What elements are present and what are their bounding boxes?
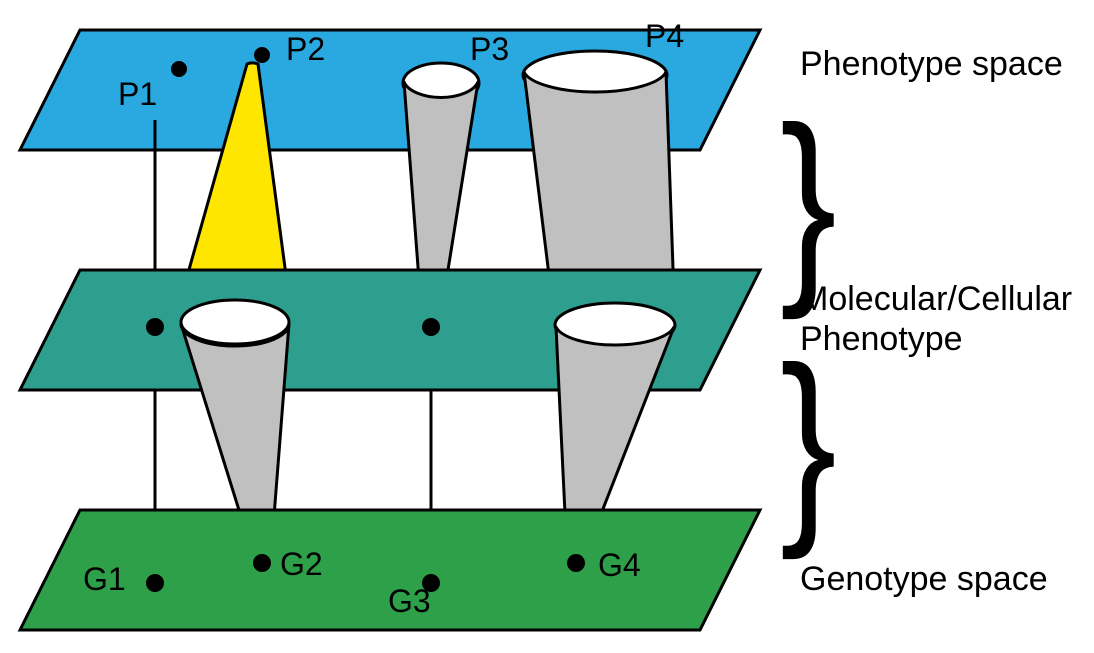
g4-label: G4: [598, 547, 641, 583]
p4-label: P4: [645, 18, 684, 54]
g4-point: [567, 554, 585, 572]
middle-point-1: [146, 318, 164, 336]
p2-point: [254, 47, 270, 63]
molecular-phenotype-label-2: Phenotype: [800, 320, 963, 358]
brace-bottom: }: [780, 323, 837, 560]
p1-point: [171, 61, 187, 77]
g1-point: [146, 574, 164, 592]
p1-label: P1: [118, 76, 157, 112]
middle-ellipse-1: [181, 300, 289, 344]
p2-label: P2: [286, 31, 325, 67]
g2-point: [253, 554, 271, 572]
middle-point-2: [422, 318, 440, 336]
g3-label: G3: [388, 583, 431, 619]
molecular-phenotype-label-1: Molecular/Cellular: [800, 280, 1072, 318]
genotype-space-label: Genotype space: [800, 560, 1048, 598]
g1-label: G1: [83, 561, 126, 597]
phenotype-space-label: Phenotype space: [800, 45, 1063, 83]
p3-label: P3: [470, 31, 509, 67]
g2-label: G2: [280, 546, 323, 582]
genotype-phenotype-diagram: P1 P2 P3 P4 G1 G2 G3 G4 } } Phenotype sp…: [0, 0, 1094, 653]
